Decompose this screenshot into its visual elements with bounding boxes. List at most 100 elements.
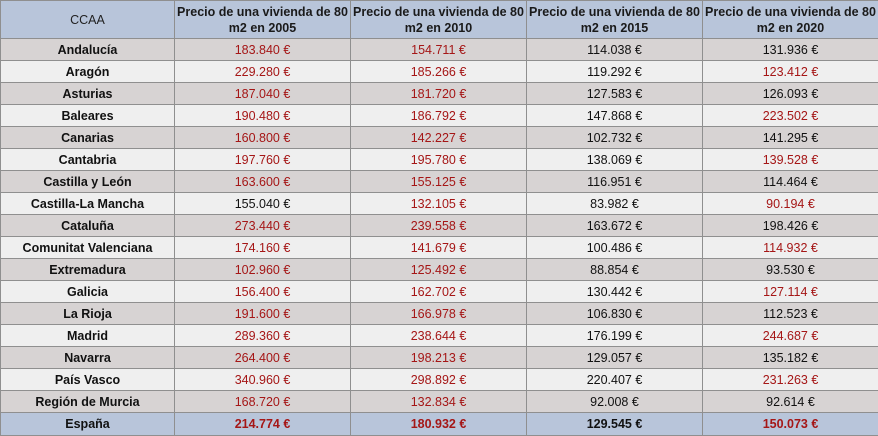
region-name-cataluna: Cataluña [1, 215, 175, 237]
column-header-2020: Precio de una vivienda de 80 m2 en 2020 [703, 1, 878, 39]
price-cell-2005: 264.400 € [175, 347, 351, 369]
price-cell-2015: 138.069 € [527, 149, 703, 171]
price-cell-2015: 92.008 € [527, 391, 703, 413]
price-cell-2010: 166.978 € [351, 303, 527, 325]
price-cell-2010: 185.266 € [351, 61, 527, 83]
price-cell-2005: 156.400 € [175, 281, 351, 303]
price-cell-2010: 125.492 € [351, 259, 527, 281]
price-cell-2020: 127.114 € [703, 281, 878, 303]
price-cell-2005: 174.160 € [175, 237, 351, 259]
column-header-2015: Precio de una vivienda de 80 m2 en 2015 [527, 1, 703, 39]
price-cell-2010: 181.720 € [351, 83, 527, 105]
price-cell-2010: 132.105 € [351, 193, 527, 215]
price-cell-2020: 135.182 € [703, 347, 878, 369]
price-cell-2005: 155.040 € [175, 193, 351, 215]
price-cell-2020: 112.523 € [703, 303, 878, 325]
region-name-asturias: Asturias [1, 83, 175, 105]
price-cell-2020: 90.194 € [703, 193, 878, 215]
price-cell-2020: 139.528 € [703, 149, 878, 171]
price-cell-2020: 93.530 € [703, 259, 878, 281]
price-cell-2015: 130.442 € [527, 281, 703, 303]
price-cell-2005: 273.440 € [175, 215, 351, 237]
price-cell-2015: 119.292 € [527, 61, 703, 83]
price-cell-2010: 239.558 € [351, 215, 527, 237]
region-name-galicia: Galicia [1, 281, 175, 303]
price-cell-2020: 131.936 € [703, 39, 878, 61]
region-name-madrid: Madrid [1, 325, 175, 347]
price-cell-2015: 88.854 € [527, 259, 703, 281]
price-cell-2005: 214.774 € [175, 413, 351, 436]
price-cell-2020: 150.073 € [703, 413, 878, 436]
price-cell-2020: 231.263 € [703, 369, 878, 391]
region-name-aragon: Aragón [1, 61, 175, 83]
price-cell-2005: 168.720 € [175, 391, 351, 413]
price-cell-2005: 160.800 € [175, 127, 351, 149]
price-cell-2010: 238.644 € [351, 325, 527, 347]
price-cell-2010: 141.679 € [351, 237, 527, 259]
price-cell-2005: 289.360 € [175, 325, 351, 347]
region-name-castilla-la-mancha: Castilla-La Mancha [1, 193, 175, 215]
price-cell-2010: 162.702 € [351, 281, 527, 303]
region-name-cantabria: Cantabria [1, 149, 175, 171]
price-cell-2005: 187.040 € [175, 83, 351, 105]
price-cell-2015: 129.545 € [527, 413, 703, 436]
price-cell-2010: 186.792 € [351, 105, 527, 127]
price-cell-2010: 142.227 € [351, 127, 527, 149]
region-name-canarias: Canarias [1, 127, 175, 149]
region-name-andalucia: Andalucía [1, 39, 175, 61]
price-cell-2020: 114.464 € [703, 171, 878, 193]
price-cell-2005: 197.760 € [175, 149, 351, 171]
region-name-extremadura: Extremadura [1, 259, 175, 281]
price-cell-2015: 127.583 € [527, 83, 703, 105]
price-cell-2015: 220.407 € [527, 369, 703, 391]
region-name-espana: España [1, 413, 175, 436]
price-cell-2020: 198.426 € [703, 215, 878, 237]
column-header-2010: Precio de una vivienda de 80 m2 en 2010 [351, 1, 527, 39]
price-cell-2015: 176.199 € [527, 325, 703, 347]
column-header-ccaa: CCAA [1, 1, 175, 39]
price-cell-2010: 180.932 € [351, 413, 527, 436]
price-cell-2005: 183.840 € [175, 39, 351, 61]
price-cell-2010: 195.780 € [351, 149, 527, 171]
price-cell-2010: 198.213 € [351, 347, 527, 369]
price-cell-2015: 83.982 € [527, 193, 703, 215]
price-cell-2015: 116.951 € [527, 171, 703, 193]
price-cell-2020: 126.093 € [703, 83, 878, 105]
region-name-navarra: Navarra [1, 347, 175, 369]
price-cell-2005: 229.280 € [175, 61, 351, 83]
price-cell-2015: 163.672 € [527, 215, 703, 237]
region-name-castilla-y-leon: Castilla y León [1, 171, 175, 193]
region-name-comunitat-valenciana: Comunitat Valenciana [1, 237, 175, 259]
price-cell-2020: 92.614 € [703, 391, 878, 413]
price-cell-2005: 340.960 € [175, 369, 351, 391]
header-row: CCAA Precio de una vivienda de 80 m2 en … [1, 1, 878, 39]
price-cell-2015: 147.868 € [527, 105, 703, 127]
price-cell-2020: 223.502 € [703, 105, 878, 127]
price-cell-2005: 191.600 € [175, 303, 351, 325]
price-cell-2015: 100.486 € [527, 237, 703, 259]
price-cell-2015: 129.057 € [527, 347, 703, 369]
price-cell-2005: 102.960 € [175, 259, 351, 281]
price-cell-2010: 298.892 € [351, 369, 527, 391]
price-cell-2005: 163.600 € [175, 171, 351, 193]
price-cell-2020: 141.295 € [703, 127, 878, 149]
price-cell-2020: 244.687 € [703, 325, 878, 347]
